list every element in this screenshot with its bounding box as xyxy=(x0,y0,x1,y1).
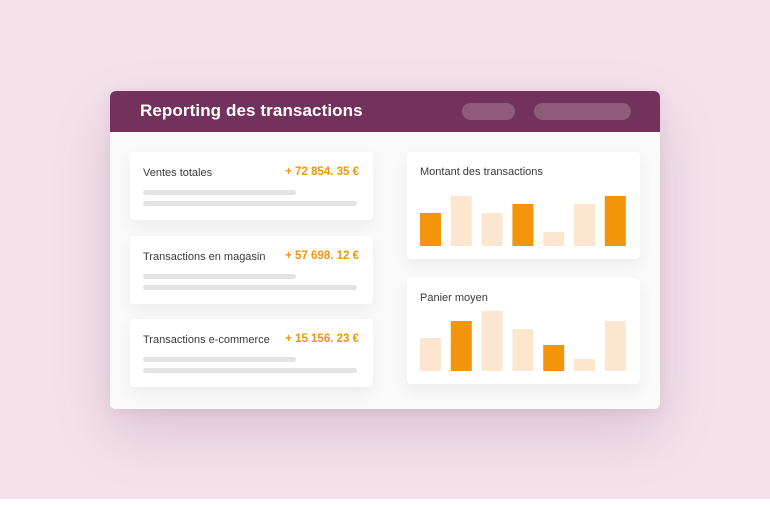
header-pill-button-large[interactable] xyxy=(534,103,631,120)
chart-card-montant-transactions[interactable]: Montant des transactions xyxy=(407,152,640,259)
page-title: Reporting des transactions xyxy=(140,101,363,120)
bar-1 xyxy=(420,338,441,371)
bar-7 xyxy=(604,321,626,371)
bar-3 xyxy=(481,213,503,246)
title-bar: Reporting des transactions xyxy=(110,91,660,132)
chart-title: Panier moyen xyxy=(420,292,488,304)
stat-value: + 15 156. 23 € xyxy=(285,333,359,345)
stat-label: Transactions e-commerce xyxy=(143,334,270,346)
stat-card-ventes-totales[interactable]: Ventes totales + 72 854. 35 € xyxy=(130,152,373,220)
placeholder-line xyxy=(143,274,296,279)
header-pill-button-small[interactable] xyxy=(462,103,515,120)
placeholder-line xyxy=(143,190,296,195)
stat-value: + 57 698. 12 € xyxy=(285,250,359,262)
placeholder-line xyxy=(143,368,357,373)
dashboard-window: Reporting des transactions Ventes totale… xyxy=(110,91,660,409)
bar-1 xyxy=(420,213,441,246)
bar-6 xyxy=(574,359,595,371)
placeholder-line xyxy=(143,201,357,206)
bar-chart-panier xyxy=(420,311,626,371)
chart-title: Montant des transactions xyxy=(420,166,543,178)
bar-6 xyxy=(574,204,595,246)
bar-4 xyxy=(512,329,534,371)
stat-label: Transactions en magasin xyxy=(143,251,266,263)
bar-7 xyxy=(604,196,626,246)
bar-3 xyxy=(481,311,503,371)
bar-2 xyxy=(450,321,472,371)
bar-2 xyxy=(450,196,472,246)
bar-chart-montant xyxy=(420,196,626,246)
placeholder-line xyxy=(143,357,296,362)
stat-card-transactions-ecommerce[interactable]: Transactions e-commerce + 15 156. 23 € xyxy=(130,319,373,387)
bar-5 xyxy=(543,345,565,371)
stat-label: Ventes totales xyxy=(143,167,213,179)
stat-card-transactions-magasin[interactable]: Transactions en magasin + 57 698. 12 € xyxy=(130,236,373,304)
bar-5 xyxy=(543,232,565,246)
dashboard-content: Ventes totales + 72 854. 35 € Transactio… xyxy=(110,132,660,409)
bar-4 xyxy=(512,204,534,246)
chart-card-panier-moyen[interactable]: Panier moyen xyxy=(407,278,640,384)
placeholder-line xyxy=(143,285,357,290)
stat-value: + 72 854. 35 € xyxy=(285,166,359,178)
